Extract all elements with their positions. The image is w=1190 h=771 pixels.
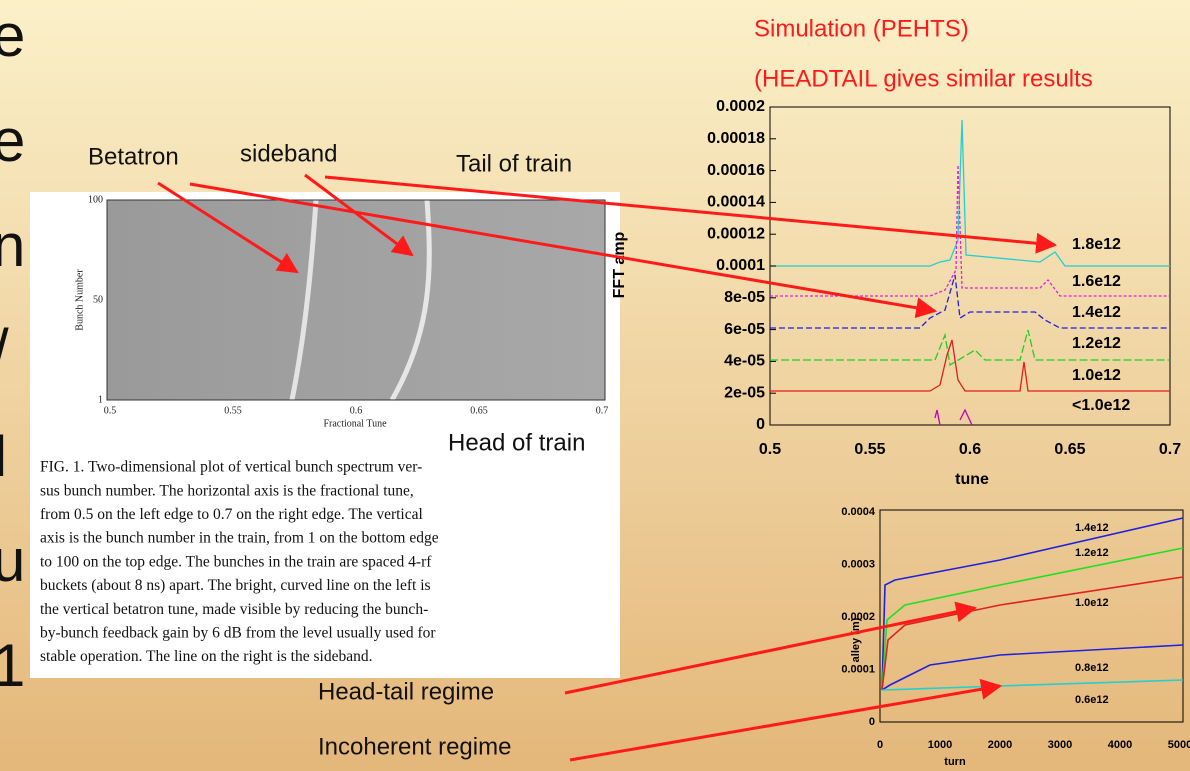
figure-ticks: 100 50 10.5 0.55 0.6 0.65 0.7 xyxy=(88,194,608,416)
sim-title: Simulation (PEHTS) xyxy=(754,15,969,42)
x-tick-label: 0.65 xyxy=(470,405,488,416)
y-tick-label: 50 xyxy=(93,294,103,305)
x-tick-label: 3000 xyxy=(1048,739,1072,751)
fft-ticks: 0 2e-05 4e-05 6e-05 8e-05 0.0001 0.00012 0.0001… xyxy=(707,98,1181,458)
x-tick-label: 0.6 xyxy=(959,441,981,458)
x-tick-label: 2000 xyxy=(988,739,1012,751)
growth-curves xyxy=(881,517,1184,691)
series-label: 1.2e12 xyxy=(1075,547,1109,559)
betatron-line xyxy=(289,199,319,401)
fft-y-label: FFT amp xyxy=(611,231,628,298)
series-label: 1.6e12 xyxy=(1072,273,1121,290)
x-tick-label: 0.7 xyxy=(1159,441,1181,458)
y-tick-label: 0.0003 xyxy=(841,558,875,570)
y-tick-label: 0.00012 xyxy=(707,225,765,242)
edge-fragment: I xyxy=(0,422,9,489)
fft-x-label: tune xyxy=(955,471,989,488)
y-tick-label: 6e-05 xyxy=(724,321,765,338)
series-label: 0.8e12 xyxy=(1075,662,1109,674)
y-tick-label: 0.0004 xyxy=(841,506,876,518)
growth-x-label: turn xyxy=(944,756,966,768)
growth-ticks: 0 0.0001 0.0002 0.0003 0.0004 0 1000 2000 3000 40… xyxy=(841,506,1190,751)
figure-frame xyxy=(106,199,606,401)
y-tick-label: 0 xyxy=(869,716,875,728)
x-tick-label: 0.55 xyxy=(224,405,242,416)
caption-line: from 0.5 on the left edge to 0.7 on the … xyxy=(40,506,423,523)
annotation: Betatron xyxy=(88,143,179,170)
annotation: Incoherent regime xyxy=(318,733,511,760)
x-tick-label: 0.5 xyxy=(759,441,781,458)
x-tick-label: 0.6 xyxy=(350,405,363,416)
y-tick-label: 0.00014 xyxy=(707,194,765,211)
sim-subtitle: (HEADTAIL gives similar results xyxy=(754,65,1093,92)
annotation: sideband xyxy=(240,140,337,167)
series-label: 1.2e12 xyxy=(1072,335,1121,352)
caption: FIG. 1. Two-dimensional plot of vertical… xyxy=(40,459,439,666)
y-tick-label: 8e-05 xyxy=(724,289,765,306)
caption-line: axis is the bunch number in the train, f… xyxy=(40,530,439,547)
growth-y-label: alley (m) xyxy=(850,617,862,662)
x-tick-label: 5000 xyxy=(1168,739,1190,751)
caption-line: by-bunch feedback gain by 6 dB from the … xyxy=(40,624,436,641)
series-label: <1.0e12 xyxy=(1072,397,1130,414)
y-tick-label: 0.0002 xyxy=(841,611,875,623)
series-label: 0.6e12 xyxy=(1075,694,1109,706)
caption-line: to 100 on the top edge. The bunches in t… xyxy=(40,553,432,570)
x-tick-label: 0.55 xyxy=(854,441,885,458)
y-tick-label: 0 xyxy=(756,416,765,433)
caption-line: FIG. 1. Two-dimensional plot of vertical… xyxy=(40,459,422,476)
edge-fragments: een/Iu1 xyxy=(0,2,25,699)
annotation: Head-tail regime xyxy=(318,678,494,705)
caption-line: the vertical betatron tune, made visible… xyxy=(40,601,428,618)
y-tick-label: 2e-05 xyxy=(724,384,765,401)
series-label: 1.4e12 xyxy=(1072,304,1121,321)
y-tick-label: 0.0002 xyxy=(716,98,765,115)
edge-fragment: e xyxy=(0,107,25,174)
series-label: 1.0e12 xyxy=(1075,597,1109,609)
y-tick-label: 100 xyxy=(88,194,103,205)
y-tick-label: 0.0001 xyxy=(716,257,765,274)
caption-line: sus bunch number. The horizontal axis is… xyxy=(40,482,414,499)
spectrum-image xyxy=(107,200,605,400)
y-tick-label: 4e-05 xyxy=(724,353,765,370)
y-tick-label: 1 xyxy=(98,394,103,405)
annotation: Head of train xyxy=(448,429,585,456)
arrows xyxy=(157,173,1058,762)
x-tick-label: 0.7 xyxy=(596,405,609,416)
x-tick-label: 1000 xyxy=(928,739,952,751)
x-tick-label: 0.65 xyxy=(1054,441,1085,458)
annotation: Tail of train xyxy=(456,150,572,177)
caption-line: stable operation. The line on the right … xyxy=(40,648,372,665)
edge-fragment: n xyxy=(0,212,25,279)
series-label: 1.4e12 xyxy=(1075,522,1109,534)
y-tick-label: 0.00016 xyxy=(707,162,765,179)
edge-fragment: / xyxy=(0,317,9,384)
figure-y-label: Bunch Number xyxy=(74,269,85,331)
edge-fragment: 1 xyxy=(0,632,25,699)
fft-curves xyxy=(770,119,1170,426)
x-tick-label: 0.5 xyxy=(104,405,117,416)
edge-fragment: e xyxy=(0,2,25,69)
caption-line: buckets (about 8 ns) apart. The bright, … xyxy=(40,577,431,594)
x-tick-label: 0 xyxy=(877,739,883,751)
edge-fragment: u xyxy=(0,527,25,594)
x-tick-label: 4000 xyxy=(1108,739,1132,751)
y-tick-label: 0.00018 xyxy=(707,130,765,147)
series-label: 1.8e12 xyxy=(1072,236,1121,253)
series-label: 1.0e12 xyxy=(1072,367,1121,384)
growth-frame xyxy=(879,509,1184,723)
y-tick-label: 0.0001 xyxy=(841,663,875,675)
figure-x-label: Fractional Tune xyxy=(323,418,387,429)
